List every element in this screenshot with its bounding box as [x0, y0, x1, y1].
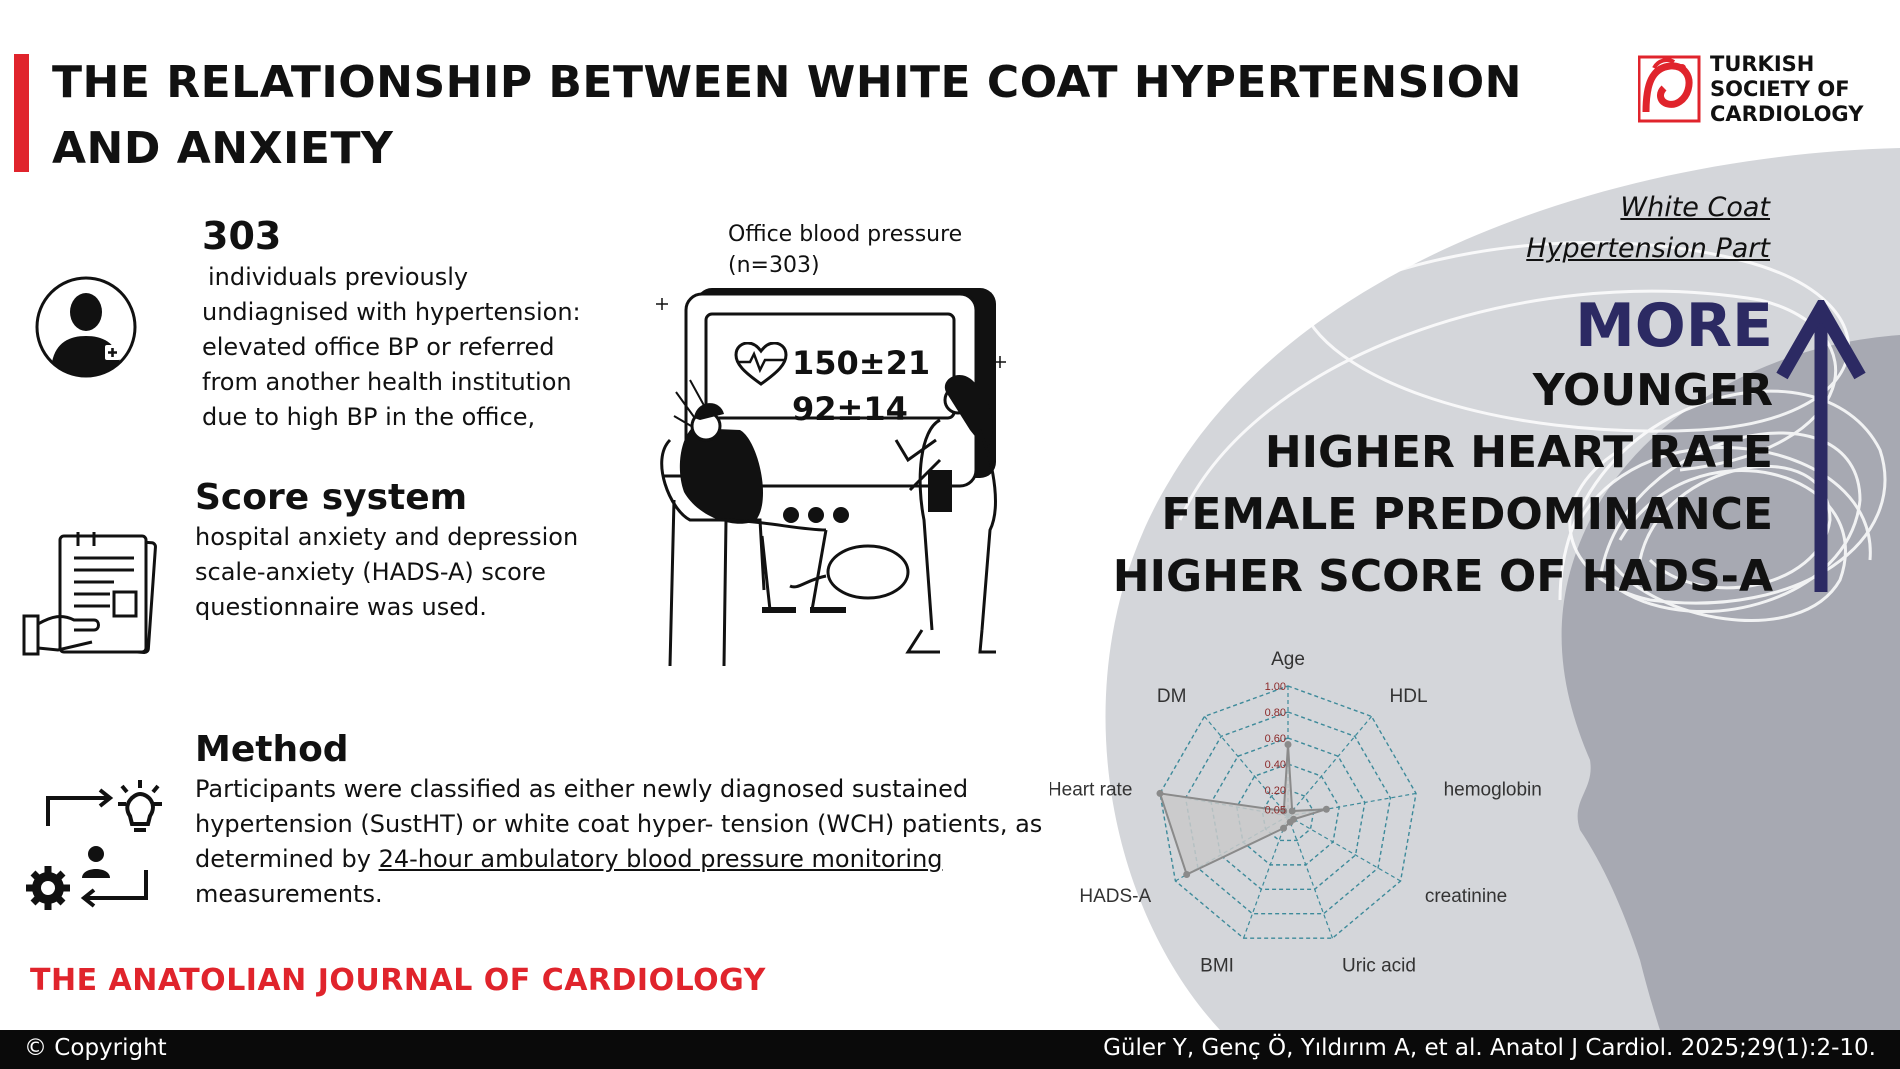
- radar-point: [1322, 805, 1330, 813]
- radar-tick-label: 0.60: [1265, 733, 1286, 745]
- radar-tick-label: 0.40: [1265, 759, 1286, 771]
- method-heading: Method: [195, 729, 349, 770]
- radar-axis-label: hemoglobin: [1444, 780, 1542, 801]
- participants-text: individuals previously undiagnised with …: [202, 263, 581, 431]
- method-cycle-icon: [26, 780, 162, 910]
- radar-point: [1280, 824, 1288, 832]
- radar-axis-label: Uric acid: [1342, 955, 1416, 976]
- radar-grid-ring: [1261, 789, 1315, 842]
- radar-tick-label: 1.00: [1265, 681, 1286, 693]
- scribble-lines: [1128, 241, 1887, 622]
- finding-item: YOUNGER: [1532, 365, 1773, 416]
- participants-count: 303: [202, 214, 282, 258]
- radar-grid: [1159, 685, 1417, 939]
- method-text-part: measurements.: [195, 880, 383, 908]
- office-bp-label: Office blood pressure (n=303): [728, 219, 962, 281]
- office-bp-label-line: (n=303): [728, 253, 820, 278]
- radar-axis-label: creatinine: [1425, 886, 1507, 907]
- radar-spoke: [1287, 815, 1401, 882]
- radar-axis-labels: Age HDL hemoglobin creatinine Uric acid BMI HA…: [1050, 649, 1542, 976]
- white-coat-findings: MORE YOUNGER HIGHER HEART RATE FEMALE PR…: [1113, 292, 1773, 608]
- radar-axis-label: BMI: [1200, 955, 1234, 976]
- heart-pulse-icon: [734, 342, 788, 386]
- finding-item: FEMALE PREDOMINANCE: [1161, 489, 1773, 540]
- page-title: THE RELATIONSHIP BETWEEN WHITE COAT HYPE…: [52, 57, 1522, 174]
- radar-axis-label: Heart rate: [1050, 780, 1132, 801]
- radar-tick-label: 0.05: [1265, 805, 1286, 817]
- systolic-value: 150±21: [792, 344, 931, 382]
- radar-spoke: [1203, 716, 1289, 817]
- radar-grid-ring: [1159, 685, 1417, 939]
- journal-name: THE ANATOLIAN JOURNAL OF CARDIOLOGY: [30, 963, 766, 998]
- radar-chart: 0.05 0.20 0.40 0.60 0.80 1.00 Age HDL hemoglobi…: [1050, 649, 1542, 976]
- society-logo: TURKISH SOCIETY OF CARDIOLOGY: [1638, 52, 1888, 128]
- radar-point: [1284, 741, 1292, 748]
- radar-points: [1156, 741, 1330, 878]
- office-bp-label-line: Office blood pressure: [728, 222, 963, 247]
- participants-block: 303 individuals previously undiagnised w…: [202, 212, 602, 435]
- radar-point: [1288, 807, 1296, 815]
- radar-series-area: [1158, 744, 1327, 876]
- logo-line: TURKISH: [1710, 52, 1815, 76]
- radar-tick-label: 0.20: [1265, 785, 1286, 797]
- method-text: Participants were classified as either n…: [195, 772, 1095, 912]
- logo-line: CARDIOLOGY: [1710, 102, 1864, 126]
- score-system-heading: Score system: [195, 477, 468, 518]
- finding-item: HIGHER HEART RATE: [1264, 427, 1773, 478]
- radar-axis-label: DM: [1157, 686, 1187, 707]
- radar-spoke: [1242, 815, 1289, 939]
- radar-axis-label: HADS-A: [1079, 886, 1151, 907]
- footer-bar: © Copyright Güler Y, Genç Ö, Yıldırım A,…: [0, 1030, 1900, 1069]
- radar-spoke: [1287, 716, 1373, 817]
- doctor-patient-illustration: [656, 288, 1006, 667]
- radar-tick-labels: 0.05 0.20 0.40 0.60 0.80 1.00: [1265, 681, 1286, 817]
- radar-point: [1280, 807, 1288, 815]
- score-system-text: hospital anxiety and depression scale-an…: [195, 523, 579, 621]
- person-icon: [35, 276, 137, 378]
- logo-text: TURKISH SOCIETY OF CARDIOLOGY: [1710, 52, 1890, 127]
- diastolic-value: 92±14: [792, 390, 908, 428]
- radar-grid-ring: [1184, 711, 1392, 915]
- logo-mark-icon: [1638, 55, 1701, 123]
- radar-axis-label: Age: [1271, 649, 1305, 670]
- questionnaire-icon: [22, 532, 157, 656]
- method-text-part: Participants were classified as either n…: [195, 775, 1043, 873]
- white-coat-subtitle-line: Hypertension Part: [1526, 233, 1770, 264]
- radar-point: [1156, 789, 1164, 797]
- citation-text: Güler Y, Genç Ö, Yıldırım A, et al. Anat…: [1103, 1035, 1876, 1061]
- radar-tick-label: 0.80: [1265, 707, 1286, 719]
- white-coat-subtitle: White Coat Hypertension Part: [1526, 187, 1770, 269]
- abpm-link[interactable]: 24-hour ambulatory blood pressure monito…: [378, 845, 943, 873]
- radar-grid-ring: [1210, 737, 1366, 890]
- radar-point: [1183, 871, 1191, 878]
- more-label: MORE: [1575, 291, 1773, 361]
- radar-spoke: [1287, 815, 1334, 939]
- copyright-text: © Copyright: [24, 1035, 167, 1061]
- radar-grid-ring: [1236, 763, 1340, 866]
- radar-point: [1286, 818, 1294, 826]
- white-coat-subtitle-line: White Coat: [1620, 192, 1770, 223]
- finding-item: HIGHER SCORE OF HADS-A: [1112, 551, 1773, 602]
- score-system-block: Score system hospital anxiety and depres…: [195, 476, 595, 625]
- up-arrow-icon: [1776, 300, 1866, 592]
- title-accent-bar: [14, 54, 29, 172]
- logo-line: SOCIETY OF: [1710, 77, 1850, 101]
- radar-axis-label: HDL: [1390, 686, 1428, 707]
- method-block: Method Participants were classified as e…: [195, 728, 1095, 912]
